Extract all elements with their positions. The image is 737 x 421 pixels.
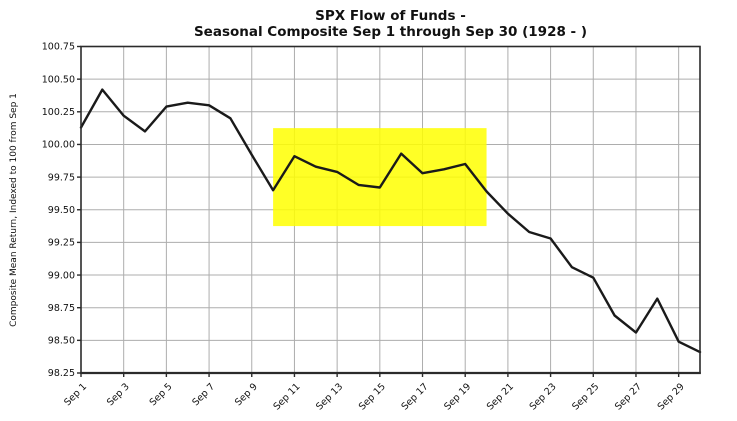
y-axis-label: Composite Mean Return, Indexed to 100 fr…	[9, 93, 19, 327]
y-tick-label: 100.00	[42, 140, 75, 151]
y-tick-label: 100.75	[42, 42, 75, 53]
y-tick-label: 99.50	[48, 205, 75, 216]
x-tick-label: Sep 15	[357, 381, 388, 412]
x-tick-label: Sep 27	[613, 381, 644, 412]
y-tick-label: 98.25	[48, 368, 75, 379]
y-tick-label: 100.50	[42, 74, 75, 85]
x-tick-label: Sep 11	[271, 381, 302, 412]
chart-title: SPX Flow of Funds - Seasonal Composite S…	[81, 8, 700, 40]
y-tick-label: 100.25	[42, 107, 75, 118]
y-tick-label: 98.75	[48, 303, 75, 314]
y-tick-label: 99.25	[48, 238, 75, 249]
x-tick-label: Sep 5	[148, 381, 175, 408]
x-tick-label: Sep 7	[190, 381, 217, 408]
x-tick-label: Sep 13	[314, 381, 345, 412]
x-tick-label: Sep 29	[656, 381, 687, 412]
y-tick-label: 99.75	[48, 172, 75, 183]
y-tick-label: 99.00	[48, 270, 75, 281]
x-tick-label: Sep 17	[400, 381, 431, 412]
data-line	[79, 88, 702, 354]
x-tick-label: Sep 25	[570, 381, 601, 412]
x-tick-label: Sep 21	[485, 381, 516, 412]
highlight-region	[273, 128, 487, 227]
x-tick-label: Sep 23	[528, 381, 559, 412]
chart-title-line1: SPX Flow of Funds -	[315, 8, 466, 24]
x-tick-label: Sep 9	[233, 381, 260, 408]
x-tick-label: Sep 19	[442, 381, 473, 412]
x-tick-label: Sep 3	[105, 381, 132, 408]
x-tick-label: Sep 1	[62, 381, 89, 408]
y-tick-label: 98.50	[48, 336, 75, 347]
chart-title-line2: Seasonal Composite Sep 1 through Sep 30 …	[193, 24, 588, 40]
